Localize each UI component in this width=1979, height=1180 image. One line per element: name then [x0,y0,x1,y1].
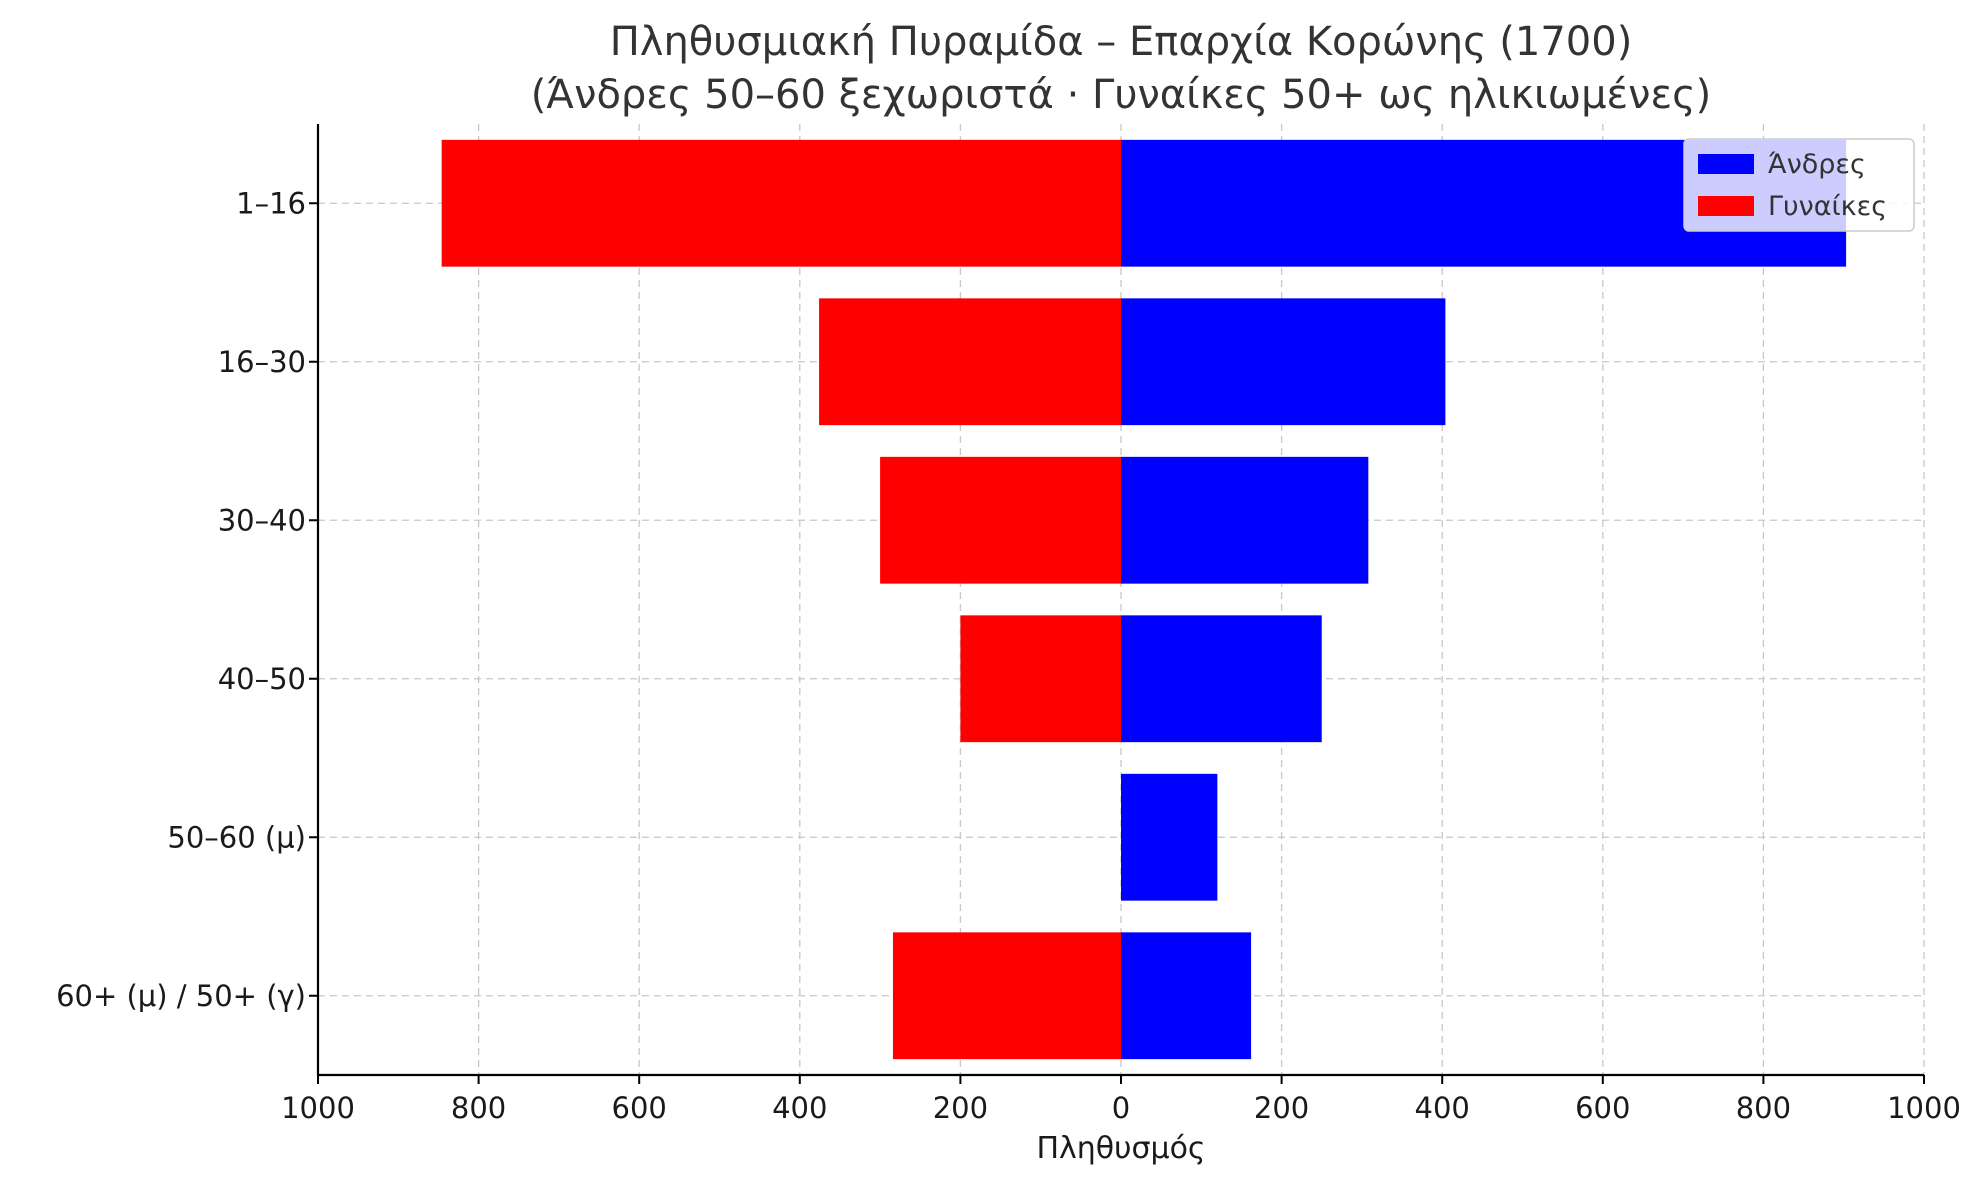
x-tick-label: 200 [933,1091,988,1125]
legend-swatch-0 [1698,154,1754,174]
bar-women-0 [441,139,1121,267]
bar-men-2 [1121,456,1369,584]
y-tick-label: 16–30 [218,345,306,379]
y-tick-label: 30–40 [218,503,306,537]
x-tick-label: 0 [1112,1091,1130,1125]
bar-men-1 [1121,298,1446,426]
bar-men-5 [1121,932,1252,1060]
legend-label-0: Άνδρες [1768,149,1866,180]
x-tick-label: 400 [1415,1091,1470,1125]
bar-women-2 [880,456,1121,584]
axes: 1000 800 600 400 200 0 200 400 600 800 1000 1–16 16–… [56,124,1961,1125]
chart-subtitle: (Άνδρες 50–60 ξεχωριστά · Γυναίκες 50+ ω… [531,72,1711,118]
legend-swatch-1 [1698,196,1754,216]
bar-women-1 [819,298,1121,426]
bar-men-3 [1121,615,1322,743]
y-tick-label: 1–16 [236,186,306,220]
legend-label-1: Γυναίκες [1768,191,1887,222]
y-tick-label: 60+ (μ) / 50+ (γ) [56,979,306,1013]
x-tick-label: 1000 [1887,1091,1961,1125]
chart-title: Πληθυσμιακή Πυραμίδα – Επαρχία Κορώνης (… [610,19,1633,65]
x-tick-label: 800 [451,1091,506,1125]
x-tick-label: 1000 [281,1091,355,1125]
grid-lines [317,124,1925,1075]
x-axis-label: Πληθυσμός [1036,1131,1205,1166]
x-tick-label: 600 [1575,1091,1630,1125]
y-tick-label: 50–60 (μ) [167,820,306,854]
bar-women-3 [960,615,1121,743]
bars [441,139,1847,1060]
x-tick-label: 800 [1736,1091,1791,1125]
x-tick-label: 400 [772,1091,827,1125]
legend: Άνδρες Γυναίκες [1683,138,1915,232]
x-tick-label: 600 [612,1091,667,1125]
bar-women-5 [892,932,1121,1060]
bar-men-4 [1121,773,1218,901]
x-tick-label: 200 [1254,1091,1309,1125]
y-tick-label: 40–50 [218,662,306,696]
